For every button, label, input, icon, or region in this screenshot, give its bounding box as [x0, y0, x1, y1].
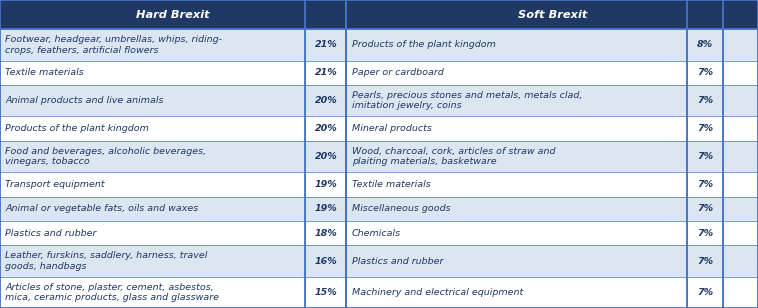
Text: Products of the plant kingdom: Products of the plant kingdom: [352, 40, 496, 49]
Text: 21%: 21%: [315, 40, 337, 49]
Text: Chemicals: Chemicals: [352, 229, 401, 238]
Bar: [0, 0, 346, 29]
Text: 8%: 8%: [697, 40, 713, 49]
Text: Miscellaneous goods: Miscellaneous goods: [352, 204, 450, 213]
Bar: [346, 0, 758, 29]
Bar: [0, 141, 758, 172]
Text: Leather, furskins, saddlery, harness, travel
goods, handbags: Leather, furskins, saddlery, harness, tr…: [5, 251, 208, 271]
Text: Footwear, headgear, umbrellas, whips, riding-
crops, feathers, artificial flower: Footwear, headgear, umbrellas, whips, ri…: [5, 35, 222, 55]
Text: Articles of stone, plaster, cement, asbestos,
mica, ceramic products, glass and : Articles of stone, plaster, cement, asbe…: [5, 283, 219, 302]
Text: 20%: 20%: [315, 96, 337, 105]
Text: 21%: 21%: [315, 68, 337, 77]
Text: Animal products and live animals: Animal products and live animals: [5, 96, 164, 105]
Text: Food and beverages, alcoholic beverages,
vinegars, tobacco: Food and beverages, alcoholic beverages,…: [5, 147, 206, 166]
Text: 7%: 7%: [697, 96, 713, 105]
Text: 7%: 7%: [697, 257, 713, 265]
Bar: [0, 116, 758, 141]
Text: 20%: 20%: [315, 152, 337, 161]
Bar: [0, 172, 758, 197]
Text: Animal or vegetable fats, oils and waxes: Animal or vegetable fats, oils and waxes: [5, 204, 199, 213]
Text: 7%: 7%: [697, 204, 713, 213]
Bar: [0, 61, 758, 85]
Bar: [0, 245, 758, 277]
Text: Hard Brexit: Hard Brexit: [136, 10, 210, 20]
Text: 7%: 7%: [697, 288, 713, 297]
Bar: [0, 197, 758, 221]
Text: Textile materials: Textile materials: [5, 68, 84, 77]
Text: Mineral products: Mineral products: [352, 124, 431, 133]
Text: 7%: 7%: [697, 229, 713, 238]
Text: Products of the plant kingdom: Products of the plant kingdom: [5, 124, 149, 133]
Text: 19%: 19%: [315, 204, 337, 213]
Bar: [0, 85, 758, 116]
Bar: [0, 277, 758, 308]
Text: Soft Brexit: Soft Brexit: [518, 10, 587, 20]
Text: Machinery and electrical equipment: Machinery and electrical equipment: [352, 288, 523, 297]
Text: Paper or cardboard: Paper or cardboard: [352, 68, 443, 77]
Text: Plastics and rubber: Plastics and rubber: [5, 229, 97, 238]
Text: 7%: 7%: [697, 180, 713, 189]
Text: 16%: 16%: [315, 257, 337, 265]
Text: 18%: 18%: [315, 229, 337, 238]
Bar: [0, 221, 758, 245]
Text: 7%: 7%: [697, 152, 713, 161]
Text: 20%: 20%: [315, 124, 337, 133]
Text: 15%: 15%: [315, 288, 337, 297]
Text: Wood, charcoal, cork, articles of straw and
plaiting materials, basketware: Wood, charcoal, cork, articles of straw …: [352, 147, 555, 166]
Text: Plastics and rubber: Plastics and rubber: [352, 257, 443, 265]
Text: 19%: 19%: [315, 180, 337, 189]
Text: 7%: 7%: [697, 68, 713, 77]
Bar: [0, 29, 758, 61]
Text: Textile materials: Textile materials: [352, 180, 431, 189]
Text: Transport equipment: Transport equipment: [5, 180, 105, 189]
Text: 7%: 7%: [697, 124, 713, 133]
Text: Pearls, precious stones and metals, metals clad,
imitation jewelry, coins: Pearls, precious stones and metals, meta…: [352, 91, 582, 110]
